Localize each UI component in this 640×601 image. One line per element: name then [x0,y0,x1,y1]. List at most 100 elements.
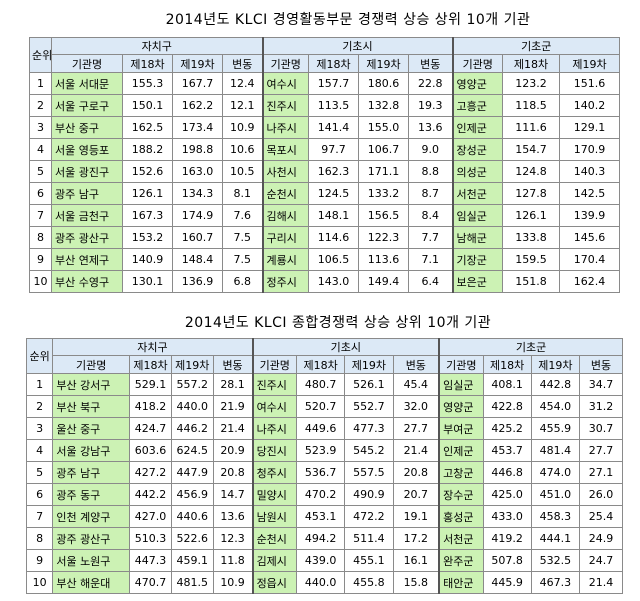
institution-name-cell: 나주시 [252,417,297,440]
sub-header-row: 기관명 제18차 제19차 변동 기관명 제18차 제19차 변동 기관명 제18차 제19차 변동 [27,355,623,374]
value-cell: 440.0 [295,571,346,594]
value-cell: 19.1 [392,505,441,528]
value-cell: 427.0 [129,505,172,528]
value-cell: 24.7 [579,549,623,572]
institution-name-cell: 진주시 [262,94,309,117]
value-cell: 167.7 [172,72,223,95]
value-cell: 170.4 [558,248,621,271]
institution-name-cell: 인제군 [438,439,484,462]
rank-cell: 2 [25,395,54,418]
table-row: 9 부산 연제구 140.9 148.4 7.5 계룡시 106.5 113.6 7.1 기장군 1… [29,248,621,271]
rank-cell: 10 [25,571,54,594]
sub-header-row: 기관명 제18차 제19차 변동 기관명 제18차 제19차 변동 기관명 제18차 제19차 [30,54,621,73]
group-header-jachigu: 자치구 [51,37,264,55]
value-cell: 458.3 [530,505,581,528]
value-cell: 28.1 [212,373,254,396]
value-cell: 156.5 [358,204,409,227]
value-cell: 170.9 [558,138,621,161]
value-cell: 446.2 [170,417,214,440]
group-header-gichogun: 기초군 [451,37,621,55]
value-cell: 134.3 [172,182,223,205]
value-cell: 171.1 [358,160,409,183]
column-header: 제18차 [122,54,173,73]
column-header: 변동 [222,54,264,73]
column-header: 변동 [579,355,623,374]
value-cell: 132.8 [358,94,409,117]
value-cell: 425.0 [482,483,532,506]
value-cell: 12.4 [222,72,264,95]
table-row: 1 부산 강서구 529.1 557.2 28.1 진주시 480.7 526.1 45.4 임실… [25,373,623,396]
value-cell: 167.3 [122,204,173,227]
value-cell: 113.6 [358,248,409,271]
value-cell: 45.4 [392,373,441,396]
table-row: 3 울산 중구 424.7 446.2 21.4 나주시 449.6 477.3 27.7 부여군… [25,417,623,440]
value-cell: 174.9 [172,204,223,227]
table-row: 8 광주 광산구 510.3 522.6 12.3 순천시 494.2 511.4 17.2 서천… [25,527,623,550]
management-ranking-table: 순위 자치구 기초시 기초군 기관명 제18차 제19차 변동 기관명 제18차 제19차 변동 기관명… [29,37,621,293]
value-cell: 157.7 [308,72,359,95]
value-cell: 523.9 [295,439,346,462]
table-row: 10 부산 수영구 130.1 136.9 6.8 정주시 143.0 149.4 6.4 보은군… [29,270,621,293]
value-cell: 20.7 [392,483,441,506]
table-row: 8 광주 광산구 153.2 160.7 7.5 구리시 114.6 122.3 7.7 남해군 1… [29,226,621,249]
institution-name-cell: 진주시 [252,373,297,396]
value-cell: 139.9 [558,204,621,227]
institution-name-cell: 부산 해운대 [52,571,131,594]
value-cell: 12.1 [222,94,264,117]
value-cell: 127.8 [502,182,560,205]
rank-cell: 3 [29,116,52,139]
value-cell: 198.8 [172,138,223,161]
institution-name-cell: 부산 수영구 [51,270,123,293]
value-cell: 15.8 [392,571,441,594]
column-header: 제19차 [530,355,581,374]
value-cell: 552.7 [344,395,394,418]
value-cell: 20.9 [212,439,254,462]
rank-cell: 5 [25,461,54,484]
value-cell: 455.1 [344,549,394,572]
value-cell: 451.0 [530,483,581,506]
value-cell: 31.2 [579,395,623,418]
value-cell: 162.3 [308,160,359,183]
table-row: 3 부산 중구 162.5 173.4 10.9 나주시 141.4 155.0 13.6 인제군… [29,116,621,139]
value-cell: 152.6 [122,160,173,183]
institution-name-cell: 의성군 [452,160,503,183]
value-cell: 433.0 [482,505,532,528]
column-header: 변동 [212,355,254,374]
value-cell: 133.2 [358,182,409,205]
value-cell: 480.7 [295,373,346,396]
value-cell: 154.7 [502,138,560,161]
institution-name-cell: 부여군 [438,417,484,440]
value-cell: 7.6 [222,204,264,227]
value-cell: 13.6 [408,116,454,139]
value-cell: 624.5 [170,439,214,462]
column-header: 제18차 [308,54,359,73]
institution-name-cell: 장성군 [452,138,503,161]
institution-name-cell: 태안군 [438,571,484,594]
group-header-row: 순위 자치구 기초시 기초군 [29,37,621,73]
group-header-row: 순위 자치구 기초시 기초군 [25,338,624,374]
value-cell: 129.1 [558,116,621,139]
rank-cell: 9 [25,549,54,572]
table-row: 6 광주 남구 126.1 134.3 8.1 순천시 124.5 133.2 8.7 서천군 12… [29,182,621,205]
value-cell: 27.1 [579,461,623,484]
value-cell: 442.8 [530,373,581,396]
institution-name-cell: 장수군 [438,483,484,506]
value-cell: 173.4 [172,116,223,139]
rank-cell: 1 [29,72,52,95]
value-cell: 149.4 [358,270,409,293]
institution-name-cell: 순천시 [252,527,297,550]
rank-cell: 5 [29,160,52,183]
value-cell: 10.5 [222,160,264,183]
value-cell: 6.4 [408,270,454,293]
column-header: 기관명 [262,54,309,73]
value-cell: 130.1 [122,270,173,293]
column-header: 제19차 [558,54,621,73]
value-cell: 455.9 [530,417,581,440]
value-cell: 27.7 [579,439,623,462]
value-cell: 16.1 [392,549,441,572]
value-cell: 21.4 [392,439,441,462]
column-header: 기관명 [52,355,131,374]
institution-name-cell: 서천군 [452,182,503,205]
value-cell: 10.9 [222,116,264,139]
institution-name-cell: 서울 서대문 [51,72,123,95]
